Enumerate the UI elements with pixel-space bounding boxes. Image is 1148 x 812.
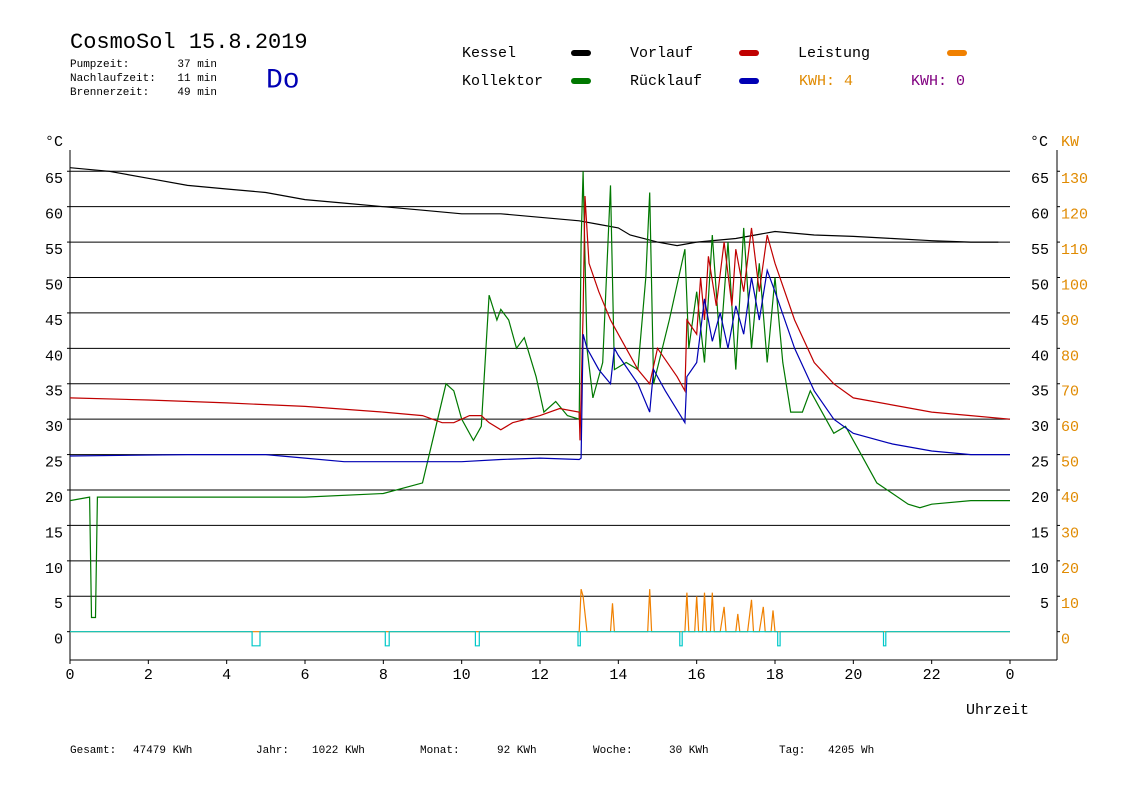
total-label: Gesamt:	[70, 745, 116, 757]
y-right-tick-label: 40	[1031, 348, 1049, 365]
total-value: 47479 KWh	[133, 745, 192, 757]
legend-label: Rücklauf	[630, 73, 702, 90]
chart-title: CosmoSol 15.8.2019	[70, 30, 308, 55]
x-tick-label: 20	[844, 667, 862, 684]
total-value: 30 KWh	[669, 745, 709, 757]
x-tick-label: 16	[688, 667, 706, 684]
weekday: Do	[266, 65, 300, 96]
y-tick-label: 15	[45, 525, 63, 542]
x-tick-label: 2	[144, 667, 153, 684]
y-axis-label: °C	[45, 134, 63, 151]
y-tick-label: 25	[45, 455, 63, 472]
legend-label: Kessel	[462, 45, 516, 62]
x-tick-label: 8	[379, 667, 388, 684]
y-right-tick-label: 25	[1031, 455, 1049, 472]
series-line	[70, 589, 1010, 633]
y2-tick-label: 60	[1061, 419, 1079, 436]
info-value: 11 min	[177, 73, 217, 85]
y-right-tick-label: 45	[1031, 313, 1049, 330]
series-line	[69, 195, 1011, 441]
total-label: Tag:	[779, 745, 805, 757]
legend-label: Kollektor	[462, 73, 543, 90]
series-line	[69, 167, 999, 247]
x-tick-label: 0	[1005, 667, 1014, 684]
y2-tick-label: 120	[1061, 207, 1088, 224]
total-label: Woche:	[593, 745, 633, 757]
y2-tick-label: 90	[1061, 313, 1079, 330]
info-label: Pumpzeit:	[70, 59, 129, 71]
y2-tick-label: 130	[1061, 171, 1088, 188]
energy-label: KWH: 0	[911, 73, 965, 90]
y-tick-label: 30	[45, 419, 63, 436]
y-tick-label: 55	[45, 242, 63, 259]
series-line	[70, 631, 1010, 647]
x-tick-label: 18	[766, 667, 784, 684]
y-right-tick-label: 60	[1031, 207, 1049, 224]
y-right-tick-label: 65	[1031, 171, 1049, 188]
x-tick-label: 14	[609, 667, 627, 684]
y2-tick-label: 10	[1061, 596, 1079, 613]
y-right-tick-label: 10	[1031, 561, 1049, 578]
y2-tick-label: 70	[1061, 384, 1079, 401]
x-tick-label: 22	[923, 667, 941, 684]
y2-tick-label: 100	[1061, 277, 1088, 294]
info-value: 37 min	[177, 59, 217, 71]
y-tick-label: 10	[45, 561, 63, 578]
x-tick-label: 4	[222, 667, 231, 684]
y2-tick-label: 0	[1061, 632, 1070, 649]
y2-tick-label: 30	[1061, 525, 1079, 542]
y-tick-label: 0	[54, 632, 63, 649]
y-tick-label: 50	[45, 277, 63, 294]
y-tick-label: 35	[45, 384, 63, 401]
x-tick-label: 10	[453, 667, 471, 684]
y-tick-label: 40	[45, 348, 63, 365]
total-value: 4205 Wh	[828, 745, 874, 757]
y2-axis-label: KW	[1061, 134, 1079, 151]
y-right-tick-label: 15	[1031, 525, 1049, 542]
total-label: Jahr:	[256, 745, 289, 757]
y-right-tick-label: 50	[1031, 277, 1049, 294]
y-right-tick-label: 20	[1031, 490, 1049, 507]
total-label: Monat:	[420, 745, 460, 757]
total-value: 1022 KWh	[312, 745, 365, 757]
legend-label: Vorlauf	[630, 45, 693, 62]
y-right-axis-label: °C	[1030, 134, 1048, 151]
y-right-tick-label: 5	[1040, 596, 1049, 613]
info-label: Brennerzeit:	[70, 87, 149, 99]
y2-tick-label: 40	[1061, 490, 1079, 507]
y-tick-label: 20	[45, 490, 63, 507]
info-value: 49 min	[177, 87, 217, 99]
info-label: Nachlaufzeit:	[70, 73, 156, 85]
series-line	[69, 268, 1010, 463]
y-tick-label: 45	[45, 313, 63, 330]
x-axis-label: Uhrzeit	[966, 702, 1029, 719]
y-tick-label: 65	[45, 171, 63, 188]
y2-tick-label: 50	[1061, 455, 1079, 472]
y2-tick-label: 80	[1061, 348, 1079, 365]
legend-label: Leistung	[798, 45, 870, 62]
x-tick-label: 6	[300, 667, 309, 684]
y-right-tick-label: 55	[1031, 242, 1049, 259]
y2-tick-label: 110	[1061, 242, 1088, 259]
y-right-tick-label: 30	[1031, 419, 1049, 436]
series-line	[69, 171, 1010, 619]
x-tick-label: 0	[65, 667, 74, 684]
y-tick-label: 5	[54, 596, 63, 613]
total-value: 92 KWh	[497, 745, 537, 757]
y-tick-label: 60	[45, 207, 63, 224]
energy-label: KWH: 4	[799, 73, 853, 90]
y-right-tick-label: 35	[1031, 384, 1049, 401]
y2-tick-label: 20	[1061, 561, 1079, 578]
x-tick-label: 12	[531, 667, 549, 684]
